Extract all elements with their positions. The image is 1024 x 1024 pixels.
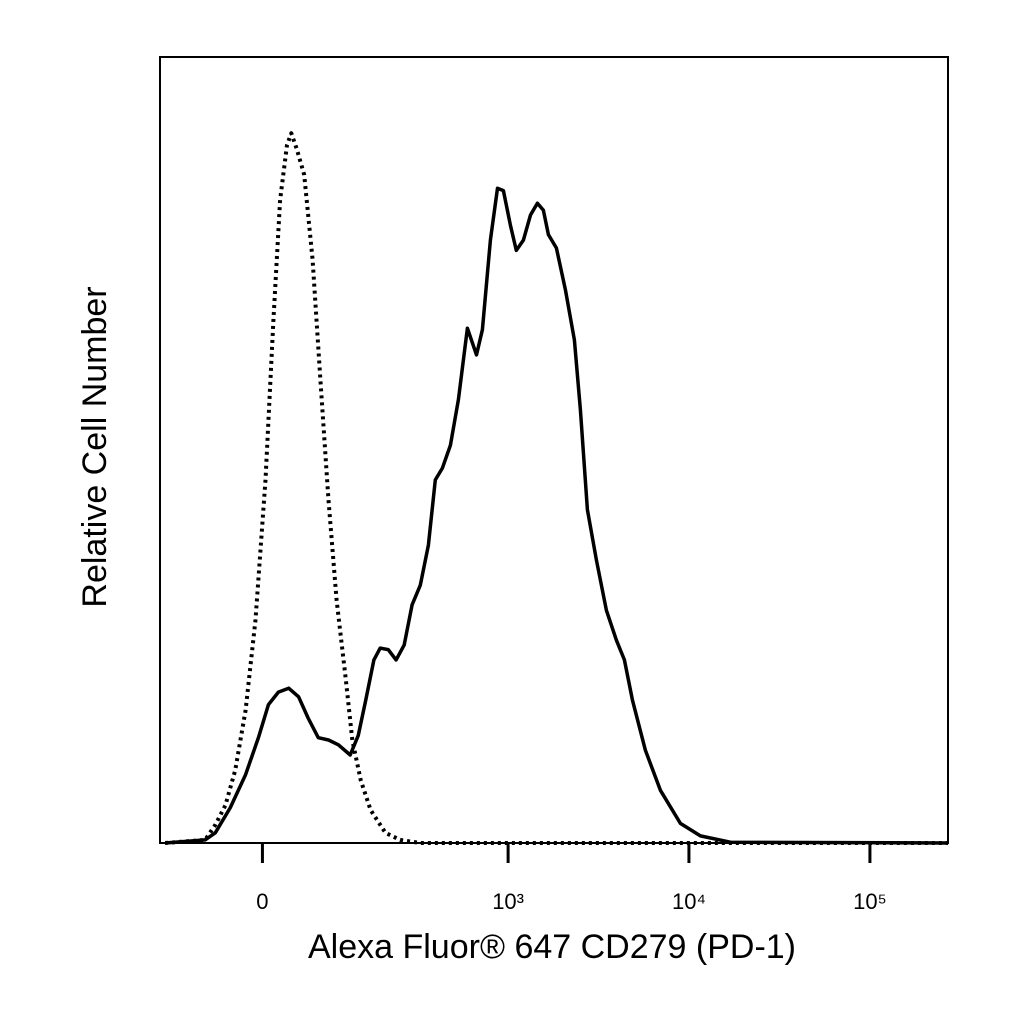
- x-tick-label: 0: [256, 889, 268, 914]
- histogram-line: [164, 131, 948, 845]
- y-axis-title: Relative Cell Number: [76, 286, 114, 607]
- x-axis-title: Alexa Fluor® 647 CD279 (PD-1): [308, 928, 796, 966]
- x-tick-label: 10⁴: [672, 889, 706, 914]
- x-tick-label: 10³: [492, 889, 524, 914]
- plot-frame: [159, 56, 949, 844]
- histogram-line: [164, 186, 949, 845]
- x-tick-label: 10⁵: [853, 889, 887, 914]
